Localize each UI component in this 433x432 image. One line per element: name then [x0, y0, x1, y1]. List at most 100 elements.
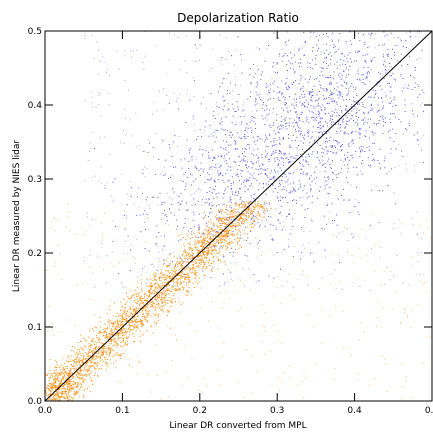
- data-point: [286, 128, 288, 130]
- data-point: [347, 92, 349, 94]
- data-point: [117, 343, 119, 345]
- data-point: [371, 189, 373, 191]
- data-point: [368, 146, 370, 148]
- data-point: [169, 290, 171, 292]
- data-point: [215, 230, 217, 232]
- data-point: [144, 31, 146, 33]
- data-point: [199, 255, 201, 257]
- data-point: [156, 296, 158, 298]
- data-point: [239, 217, 241, 219]
- data-point: [192, 118, 194, 120]
- data-point: [173, 292, 175, 294]
- data-point: [235, 223, 237, 225]
- data-point: [192, 249, 194, 251]
- data-point: [56, 394, 58, 396]
- data-point: [279, 100, 281, 102]
- data-point: [273, 70, 275, 72]
- data-point: [210, 222, 212, 224]
- data-point: [73, 373, 75, 375]
- data-point: [83, 374, 85, 376]
- data-point: [327, 122, 329, 124]
- data-point: [369, 118, 371, 120]
- data-point: [383, 105, 385, 107]
- data-point: [261, 115, 263, 117]
- data-point: [148, 286, 150, 288]
- data-point: [73, 362, 75, 364]
- data-point: [224, 242, 226, 244]
- data-point: [195, 236, 197, 238]
- data-point: [186, 139, 188, 141]
- data-point: [203, 211, 205, 213]
- data-point: [263, 204, 265, 206]
- data-point: [351, 233, 353, 235]
- data-point: [99, 355, 101, 357]
- data-point: [336, 61, 338, 63]
- data-point: [208, 233, 210, 235]
- data-point: [278, 53, 280, 55]
- data-point: [325, 146, 327, 148]
- data-point: [80, 386, 82, 388]
- data-point: [263, 109, 265, 111]
- data-point: [356, 94, 358, 96]
- data-point: [61, 396, 63, 398]
- data-point: [86, 368, 88, 370]
- data-point: [160, 299, 162, 301]
- data-point: [118, 333, 120, 335]
- data-point: [133, 316, 135, 318]
- data-point: [81, 359, 83, 361]
- data-point: [328, 178, 330, 180]
- data-point: [120, 337, 122, 339]
- data-point: [209, 187, 211, 189]
- data-point: [216, 240, 218, 242]
- data-point: [245, 164, 247, 166]
- data-point: [241, 214, 243, 216]
- data-point: [202, 231, 204, 233]
- data-point: [249, 216, 251, 218]
- data-point: [200, 260, 202, 262]
- data-point: [71, 350, 73, 352]
- data-point: [228, 217, 230, 219]
- data-point: [156, 287, 158, 289]
- data-point: [216, 218, 218, 220]
- data-point: [123, 332, 125, 334]
- data-point: [199, 148, 201, 150]
- data-point: [390, 85, 392, 87]
- data-point: [160, 173, 162, 175]
- data-point: [219, 219, 221, 221]
- data-point: [372, 142, 374, 144]
- data-point: [225, 188, 227, 190]
- data-point: [346, 105, 348, 107]
- data-point: [349, 212, 351, 214]
- data-point: [383, 120, 385, 122]
- data-point: [205, 150, 207, 152]
- data-point: [370, 61, 372, 63]
- data-point: [231, 247, 233, 249]
- data-point: [70, 381, 72, 383]
- data-point: [383, 54, 385, 56]
- data-point: [154, 275, 156, 277]
- data-point: [245, 127, 247, 129]
- data-point: [185, 35, 187, 37]
- data-point: [141, 289, 143, 291]
- data-point: [310, 99, 312, 101]
- data-point: [87, 353, 89, 355]
- data-point: [403, 87, 405, 89]
- data-point: [78, 361, 80, 363]
- data-point: [421, 137, 423, 139]
- data-point: [221, 222, 223, 224]
- data-point: [256, 207, 258, 209]
- data-point: [307, 129, 309, 131]
- data-point: [183, 281, 185, 283]
- data-point: [381, 101, 383, 103]
- data-point: [236, 101, 238, 103]
- data-point: [70, 371, 72, 373]
- data-point: [103, 350, 105, 352]
- data-point: [226, 206, 228, 208]
- data-point: [286, 88, 288, 90]
- data-point: [242, 148, 244, 150]
- data-point: [199, 240, 201, 242]
- data-point: [108, 345, 110, 347]
- data-point: [90, 377, 92, 379]
- data-point: [135, 326, 137, 328]
- data-point: [63, 383, 65, 385]
